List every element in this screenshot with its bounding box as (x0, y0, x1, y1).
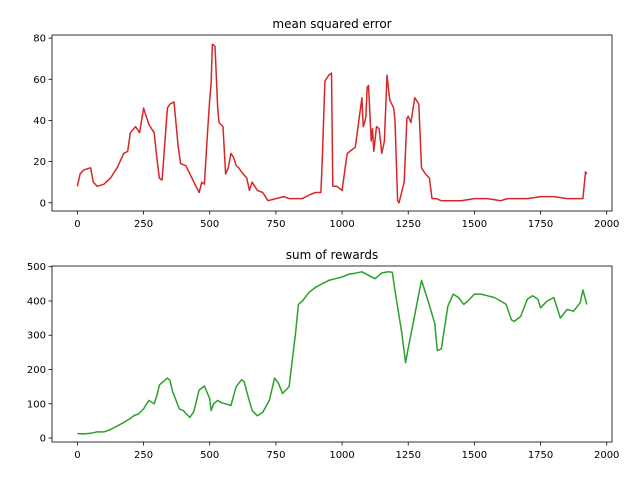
mse-title: mean squared error (272, 17, 391, 31)
mse-x-tick-label: 2000 (594, 219, 619, 230)
mse-x-tick-label: 1000 (329, 219, 354, 230)
rewards-x-tick-label: 1000 (329, 450, 354, 461)
rewards-y-tick-label: 400 (27, 296, 46, 307)
rewards-x-tick-label: 250 (134, 450, 153, 461)
mse-x-tick-label: 0 (74, 219, 80, 230)
rewards-y-tick-label: 500 (27, 262, 46, 273)
mse-y-tick-label: 0 (40, 198, 46, 209)
mse-y-tick-label: 20 (33, 157, 46, 168)
rewards-x-tick-label: 1500 (462, 450, 487, 461)
rewards-x-tick-label: 1750 (528, 450, 553, 461)
mse-x-tick-label: 1250 (395, 219, 420, 230)
rewards-series-line (77, 271, 588, 435)
mse-panel: mean squared error 0 250 500 750 1000 1250 1500… (33, 17, 619, 230)
rewards-y-tick-label: 200 (27, 365, 46, 376)
rewards-x-tick-label: 1250 (395, 450, 420, 461)
rewards-title: sum of rewards (286, 248, 379, 262)
rewards-y-tick-label: 0 (40, 434, 46, 445)
rewards-x-tick-label: 500 (200, 450, 219, 461)
rewards-y-tick-label: 100 (27, 399, 46, 410)
mse-x-tick-label: 250 (134, 219, 153, 230)
mse-x-tick-label: 750 (266, 219, 285, 230)
mse-x-tick-label: 1500 (462, 219, 487, 230)
mse-series-line (76, 43, 588, 204)
mse-x-tick-label: 1750 (528, 219, 553, 230)
mse-x-tick-label: 500 (200, 219, 219, 230)
mse-y-tick-label: 80 (33, 34, 46, 45)
rewards-x-tick-label: 750 (266, 450, 285, 461)
rewards-x-tick-label: 0 (74, 450, 80, 461)
rewards-axes-frame (51, 265, 613, 443)
mse-y-tick-label: 60 (33, 75, 46, 86)
rewards-y-tick-label: 300 (27, 331, 46, 342)
mse-y-tick-label: 40 (33, 116, 46, 127)
mse-axes-frame (51, 34, 613, 212)
rewards-x-tick-label: 2000 (594, 450, 619, 461)
